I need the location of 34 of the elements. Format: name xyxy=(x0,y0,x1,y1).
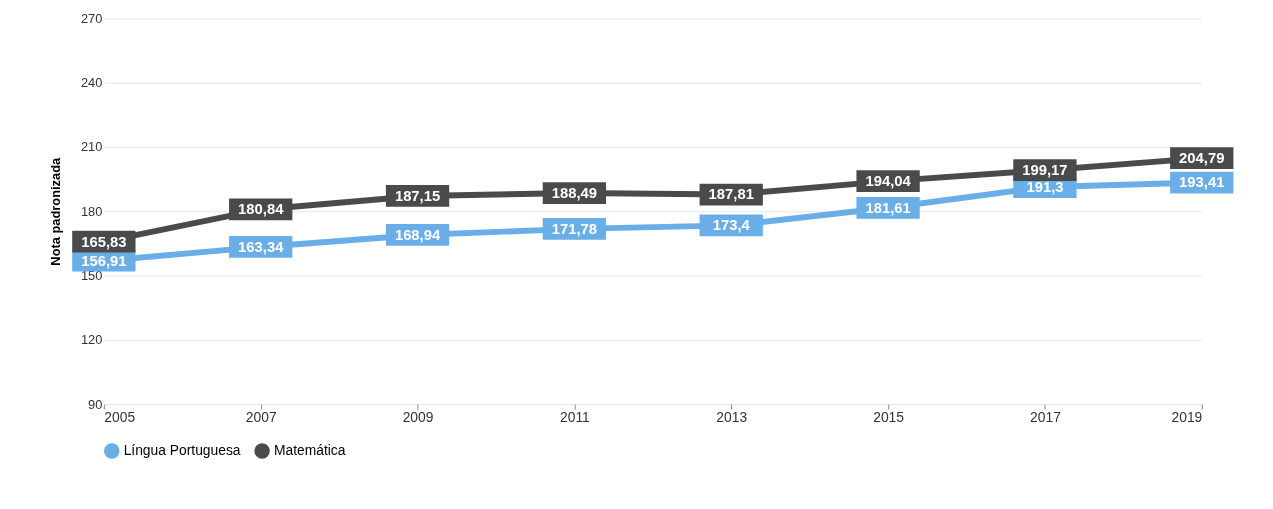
y-tick-label: 240 xyxy=(80,75,103,91)
data-label: 180,84 xyxy=(238,201,285,218)
data-label: 193,41 xyxy=(1179,174,1225,191)
legend-label: Língua Portuguesa xyxy=(123,442,241,459)
data-label: 168,94 xyxy=(394,226,441,243)
data-label: 165,83 xyxy=(81,233,127,250)
x-tick-label: 2013 xyxy=(716,409,748,426)
y-tick-label: 90 xyxy=(88,396,103,412)
data-label: 204,79 xyxy=(1179,150,1225,167)
x-tick-label: 2015 xyxy=(873,409,905,426)
x-tick-label: 2017 xyxy=(1030,409,1061,426)
data-label: 187,15 xyxy=(394,187,441,204)
y-tick-label: 210 xyxy=(80,139,103,155)
data-label: 194,04 xyxy=(865,173,912,190)
data-label: 188,49 xyxy=(551,185,598,202)
x-tick-label: 2005 xyxy=(104,409,136,426)
y-tick-label: 150 xyxy=(80,268,103,283)
legend-label: Matemática xyxy=(273,442,346,459)
data-label: 156,91 xyxy=(81,252,127,269)
y-tick-label: 120 xyxy=(80,332,103,348)
x-tick-label: 2007 xyxy=(245,409,277,426)
data-label: 181,61 xyxy=(865,199,911,216)
data-label: 191,3 xyxy=(1026,178,1064,195)
x-tick-label: 2019 xyxy=(1171,409,1203,426)
data-label: 187,81 xyxy=(708,186,754,203)
y-tick-label: 270 xyxy=(80,10,103,26)
data-label: 171,78 xyxy=(551,220,598,237)
data-label: 199,17 xyxy=(1022,162,1068,179)
x-tick-label: 2011 xyxy=(560,409,591,426)
data-label: 163,34 xyxy=(238,238,285,255)
data-label: 173,4 xyxy=(712,217,751,234)
x-tick-label: 2009 xyxy=(402,409,434,426)
y-axis-title: Nota padronizada xyxy=(48,157,64,266)
y-tick-label: 180 xyxy=(80,203,103,219)
